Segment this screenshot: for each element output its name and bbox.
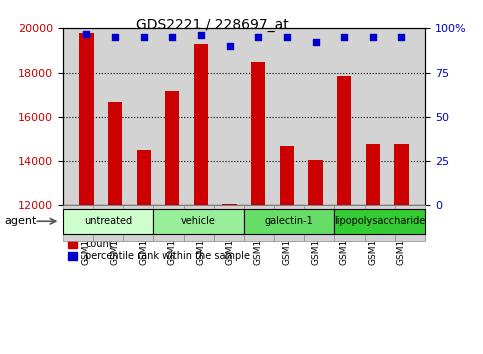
Bar — [165, 91, 180, 354]
Bar — [394, 144, 409, 354]
Legend: count, percentile rank within the sample: count, percentile rank within the sample — [68, 239, 250, 261]
Bar — [108, 102, 122, 354]
Bar — [251, 62, 265, 354]
Bar — [194, 44, 208, 354]
Text: lipopolysaccharide: lipopolysaccharide — [334, 216, 426, 226]
Point — [226, 43, 233, 49]
Bar — [280, 145, 294, 354]
Bar — [366, 144, 380, 354]
Bar — [337, 76, 351, 354]
Point — [369, 34, 377, 40]
Point — [140, 34, 147, 40]
Bar — [137, 150, 151, 354]
Point — [255, 34, 262, 40]
Point — [312, 40, 319, 45]
Text: untreated: untreated — [84, 216, 132, 226]
Bar — [308, 160, 323, 354]
Text: agent: agent — [5, 216, 37, 226]
Bar — [223, 204, 237, 354]
Bar — [79, 33, 94, 354]
Text: galectin-1: galectin-1 — [265, 216, 313, 226]
Point — [398, 34, 405, 40]
Point — [283, 34, 291, 40]
Text: GDS2221 / 228697_at: GDS2221 / 228697_at — [136, 18, 289, 32]
Point — [111, 34, 119, 40]
Point — [83, 31, 90, 36]
Text: vehicle: vehicle — [181, 216, 216, 226]
Point — [197, 33, 205, 38]
Point — [169, 34, 176, 40]
Point — [341, 34, 348, 40]
